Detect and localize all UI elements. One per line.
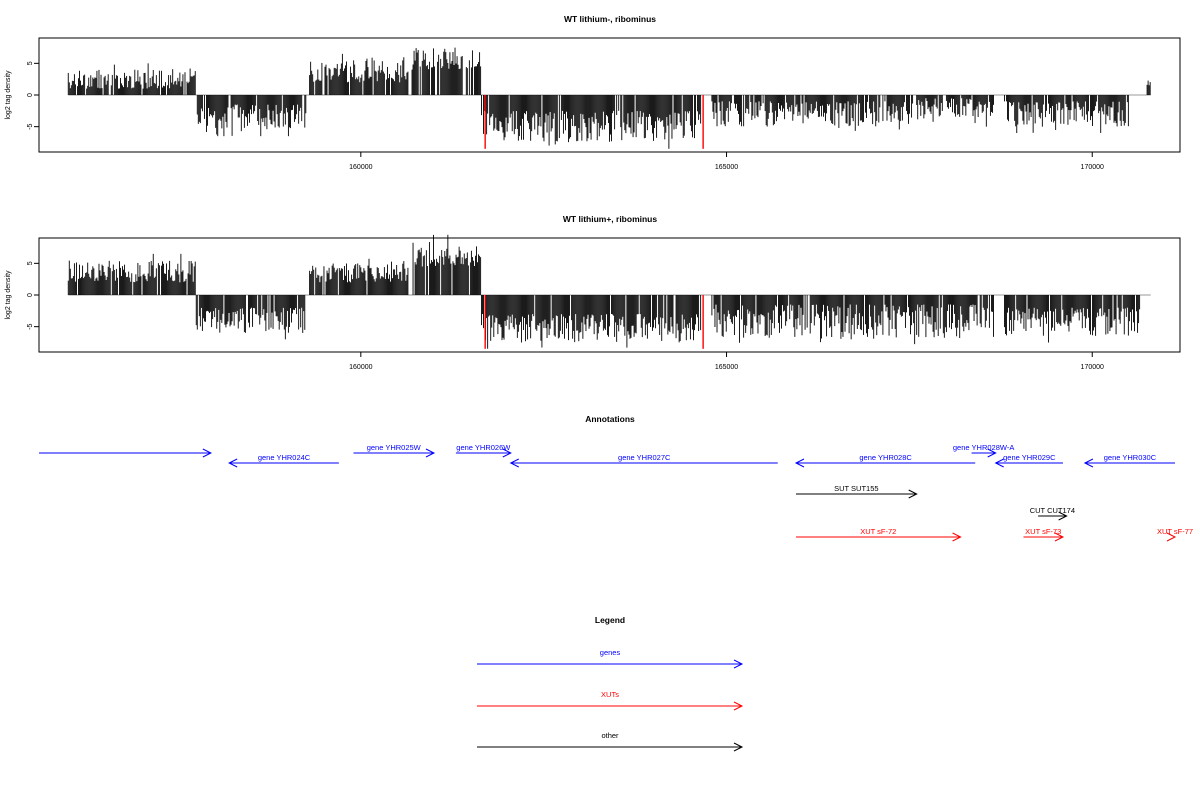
annotation-label: gene YHR029C <box>1003 453 1056 462</box>
axes: 160000 165000 170000 -5 0 5 <box>27 61 1104 171</box>
arrow-head <box>1054 532 1065 542</box>
arrow-head <box>994 458 1004 468</box>
coverage-panel-lithium-plus: WT lithium+, ribominus 160000 165000 17000… <box>5 214 1181 371</box>
legend: Legend genes XUTs other <box>477 615 744 752</box>
annotation-label: gene YHR028C <box>859 453 912 462</box>
arrow-head <box>509 458 519 468</box>
coverage-panel-lithium-minus: WT lithium-, ribominus 160000 165000 17000… <box>5 14 1181 171</box>
y-tick-label: 5 <box>27 61 34 65</box>
y-axis-label: log2 tag density <box>5 270 12 320</box>
arrow-head <box>952 532 962 542</box>
annotation-label: XUT sF-73 <box>1025 527 1061 536</box>
coverage-bars <box>67 47 1151 149</box>
annotation-feature: CUT CUT174 <box>1030 506 1075 521</box>
annotation-feature: gene YHR026W <box>455 443 512 458</box>
x-tick-label: 165000 <box>715 364 738 371</box>
y-tick-label: 5 <box>27 261 34 265</box>
annotation-label: gene YHR024C <box>258 453 311 462</box>
chart-title: WT lithium-, ribominus <box>564 14 656 24</box>
arrow-head <box>202 448 212 458</box>
annotation-label: gene YHR026W <box>456 443 511 452</box>
arrow-head <box>733 742 744 752</box>
annotation-arrows: gene YHR024C gene YHR025W gene YHR026W gene… <box>39 443 1193 542</box>
annotation-feature <box>39 448 212 458</box>
legend-label: genes <box>600 648 621 657</box>
annotation-label: gene YHR025W <box>367 443 422 452</box>
x-tick-label: 170000 <box>1081 364 1104 371</box>
legend-item: other <box>477 731 744 752</box>
annotation-feature: XUT sF-72 <box>796 527 962 542</box>
legend-label: XUTs <box>601 690 619 699</box>
annotation-feature: gene YHR028C <box>794 453 976 468</box>
annotation-feature: gene YHR028W-A <box>953 443 1014 458</box>
arrow-head <box>228 458 238 468</box>
annotation-feature: gene YHR029C <box>994 453 1063 468</box>
legend-items: genes XUTs other <box>477 648 744 752</box>
arrow-head <box>425 448 436 458</box>
arrow-head <box>908 489 918 499</box>
y-tick-label: -5 <box>27 123 34 129</box>
annotation-label: SUT SUT155 <box>834 484 878 493</box>
annotation-feature: XUT sF-73 <box>1023 527 1065 542</box>
y-tick-label: -5 <box>27 323 34 329</box>
legend-item: genes <box>477 648 744 669</box>
legend-item: XUTs <box>477 690 744 711</box>
arrow-head <box>987 448 997 458</box>
legend-label: other <box>601 731 619 740</box>
annotation-feature: gene YHR030C <box>1083 453 1175 468</box>
annotation-feature: SUT SUT155 <box>796 484 918 499</box>
y-tick-label: 0 <box>27 293 34 297</box>
arrow-head <box>1166 532 1177 542</box>
y-axis-label: log2 tag density <box>5 70 12 120</box>
annotation-feature: gene YHR027C <box>509 453 778 468</box>
x-tick-label: 170000 <box>1081 164 1104 171</box>
arrow-head <box>794 458 805 468</box>
annotation-label: gene YHR027C <box>618 453 671 462</box>
arrow-head <box>733 659 744 669</box>
coverage-bars <box>67 234 1151 349</box>
x-tick-label: 165000 <box>715 164 738 171</box>
annotation-label: gene YHR028W-A <box>953 443 1014 452</box>
annotations-title: Annotations <box>585 414 635 424</box>
arrow-head <box>1058 511 1068 521</box>
annotation-label: CUT CUT174 <box>1030 506 1075 515</box>
legend-title: Legend <box>595 615 625 625</box>
x-tick-label: 160000 <box>349 164 372 171</box>
arrow-head <box>1083 458 1094 468</box>
annotation-feature: gene YHR024C <box>228 453 339 468</box>
chart-title: WT lithium+, ribominus <box>563 214 657 224</box>
arrow-head <box>733 701 744 711</box>
x-tick-label: 160000 <box>349 364 372 371</box>
annotation-feature: gene YHR025W <box>353 443 436 458</box>
annotation-feature: XUT sF-77 <box>1157 527 1193 542</box>
annotation-label: XUT sF-77 <box>1157 527 1193 536</box>
arrow-head <box>502 448 512 458</box>
y-tick-label: 0 <box>27 93 34 97</box>
annotation-label: gene YHR030C <box>1104 453 1157 462</box>
annotation-label: XUT sF-72 <box>860 527 896 536</box>
axes: 160000 165000 170000 -5 0 5 <box>27 261 1104 371</box>
